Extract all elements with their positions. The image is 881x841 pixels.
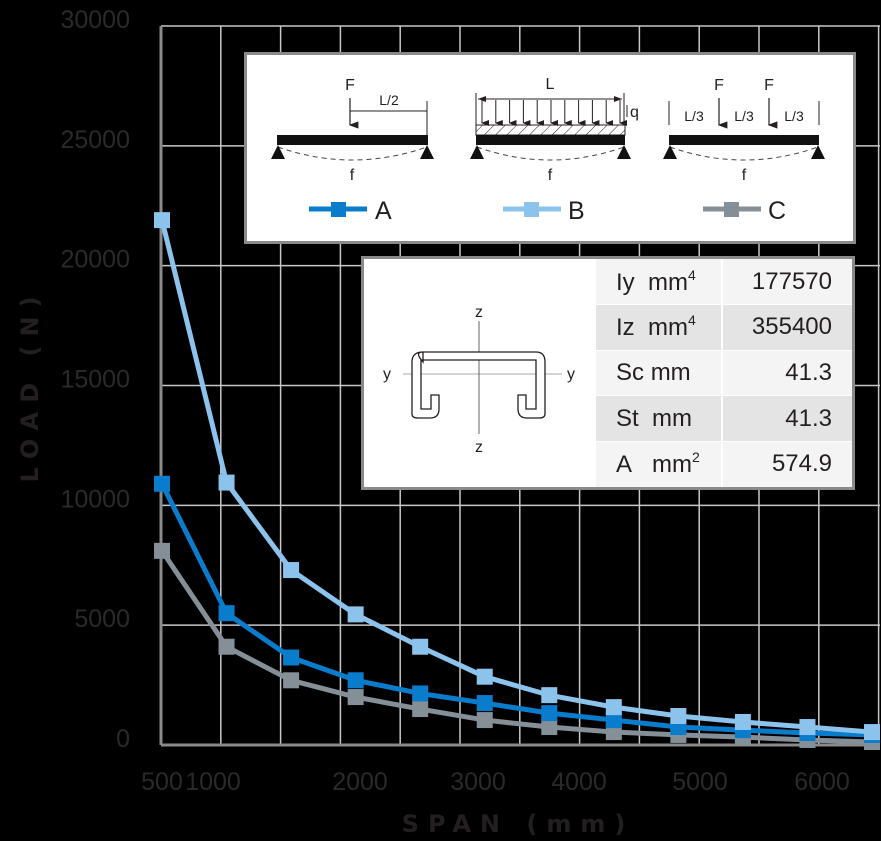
x-tick-label: 500 [141, 768, 183, 796]
series-c [154, 542, 880, 751]
svg-text:y: y [383, 366, 391, 383]
svg-text:F: F [714, 77, 724, 94]
property-value: 41.3 [722, 395, 852, 442]
svg-text:L/3: L/3 [734, 108, 754, 124]
table-row: Iy mm4 177570 [596, 259, 852, 305]
data-point-marker [476, 712, 493, 729]
svg-text:F: F [345, 77, 355, 94]
y-tick-labels: 0 5000 10000 15000 20000 25000 30000 [60, 6, 130, 753]
data-point-marker [283, 562, 300, 579]
x-tick-label: 2000 [332, 768, 388, 796]
x-tick-label: 4000 [551, 768, 607, 796]
x-tick-label: 1000 [185, 768, 241, 796]
data-point-marker [283, 649, 300, 666]
y-tick-label: 5000 [74, 605, 130, 633]
svg-text:F: F [764, 77, 774, 94]
y-tick-label: 15000 [60, 366, 130, 394]
property-name: St [616, 404, 639, 432]
legend-marker-a [309, 202, 367, 217]
data-point-marker [283, 672, 300, 689]
diagram-a-midspan-load: F L/2 f A [271, 77, 434, 225]
property-name: Iy [616, 268, 635, 296]
svg-text:L/2: L/2 [379, 92, 399, 108]
table-row: St mm 41.3 [596, 395, 852, 442]
svg-text:f: f [742, 167, 747, 184]
data-point-marker [605, 699, 622, 716]
svg-text:L/3: L/3 [784, 108, 804, 124]
support-icon [420, 145, 434, 159]
data-point-marker [476, 695, 493, 712]
table-row: Iz mm4 355400 [596, 304, 852, 351]
x-tick-label: 3000 [450, 768, 506, 796]
legend-label-b: B [568, 197, 585, 225]
data-point-marker [347, 672, 364, 689]
legend-panel: F L/2 f A L q [244, 52, 856, 244]
table-row: Sc mm 41.3 [596, 349, 852, 396]
svg-text:f: f [548, 167, 553, 184]
property-value: 574.9 [722, 440, 852, 487]
section-properties-table: Iy mm4 177570 Iz mm4 355400 Sc mm 41.3 S… [596, 259, 852, 487]
data-point-marker [605, 712, 622, 729]
data-point-marker [218, 605, 235, 622]
c-channel-section-icon: z z y y [383, 304, 575, 456]
svg-text:L: L [546, 76, 555, 93]
legend-marker-c [703, 202, 761, 217]
y-tick-label: 25000 [60, 126, 130, 154]
data-point-marker [218, 474, 235, 491]
data-point-marker [154, 475, 170, 492]
data-point-marker [412, 685, 429, 702]
svg-text:q: q [630, 104, 639, 121]
series-b [154, 212, 880, 741]
y-tick-label: 30000 [60, 6, 130, 34]
data-point-marker [476, 668, 493, 685]
x-tick-label: 5000 [672, 768, 728, 796]
svg-text:L/3: L/3 [684, 108, 704, 124]
table-row: A mm2 574.9 [596, 440, 852, 487]
section-properties-panel: z z y y Iy mm4 177570 Iz mm4 355400 Sc m… [361, 256, 855, 490]
support-icon [663, 145, 677, 159]
data-series [154, 212, 880, 751]
x-tick-label: 6000 [794, 768, 850, 796]
series-a [154, 475, 880, 743]
data-point-marker [864, 724, 880, 741]
data-point-marker [347, 689, 364, 706]
svg-text:z: z [475, 304, 483, 321]
data-point-marker [412, 638, 429, 655]
y-tick-label: 0 [116, 725, 130, 753]
property-name: A [616, 451, 633, 479]
x-axis-title: SPAN (mm) [402, 810, 635, 838]
data-point-marker [799, 719, 816, 736]
property-value: 177570 [722, 259, 852, 305]
svg-text:f: f [350, 167, 355, 184]
diagram-b-distributed-load: L q f B [470, 76, 639, 225]
legend-label-a: A [375, 197, 392, 225]
data-point-marker [670, 708, 687, 725]
data-point-marker [218, 638, 235, 655]
svg-text:z: z [475, 439, 483, 456]
data-point-marker [154, 212, 170, 229]
svg-text:y: y [567, 366, 575, 383]
y-axis-title: LOAD (N) [16, 287, 44, 482]
data-point-marker [734, 713, 751, 730]
property-name: Iz [616, 314, 635, 342]
property-value: 41.3 [722, 349, 852, 396]
data-point-marker [347, 606, 364, 623]
legend-label-c: C [768, 197, 786, 225]
support-icon [811, 145, 825, 159]
data-point-marker [541, 687, 558, 704]
x-tick-labels: 500 1000 2000 3000 4000 5000 6000 [141, 768, 850, 796]
property-name: Sc [616, 358, 645, 386]
support-icon [470, 145, 484, 159]
data-point-marker [154, 542, 170, 559]
support-icon [271, 145, 285, 159]
y-tick-label: 20000 [60, 246, 130, 274]
data-point-marker [541, 719, 558, 736]
data-point-marker [412, 701, 429, 718]
y-tick-label: 10000 [60, 485, 130, 513]
diagram-c-third-point-loads: F F L/3 L/3 L/3 f C [663, 77, 825, 225]
support-icon [617, 145, 631, 159]
property-value: 355400 [722, 304, 852, 351]
data-point-marker [541, 705, 558, 722]
legend-marker-b [503, 202, 561, 217]
